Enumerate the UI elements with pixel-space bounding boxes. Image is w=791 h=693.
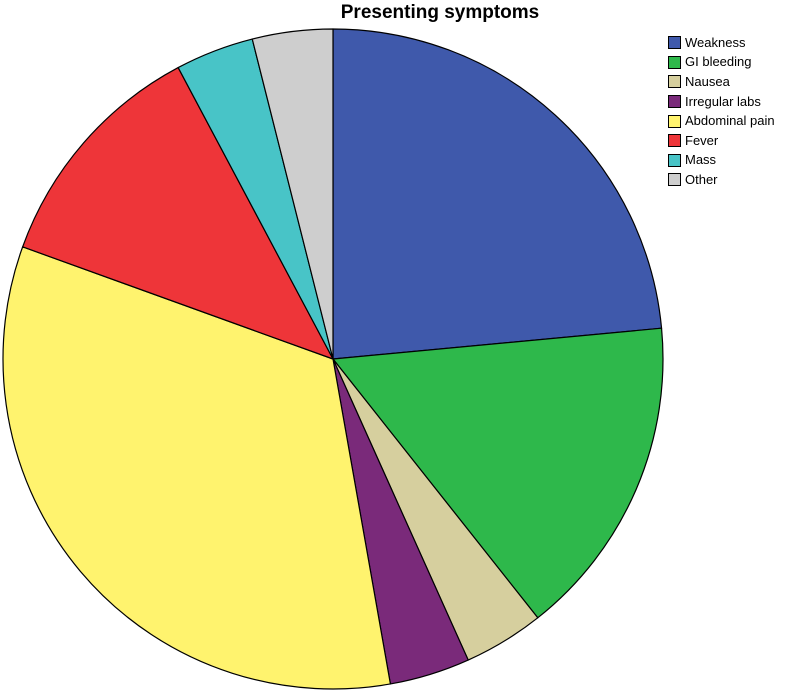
legend-item-nausea: Nausea: [668, 72, 775, 92]
pie-slice-other: [251, 28, 334, 360]
legend-swatch: [668, 134, 681, 148]
legend-swatch: [668, 36, 681, 50]
pie-slice-abdominal-pain: [2, 246, 392, 690]
legend-swatch: [668, 75, 681, 89]
legend-swatch: [668, 95, 681, 109]
chart-title: Presenting symptoms: [340, 2, 540, 23]
legend-item-irregular-labs: Irregular labs: [668, 92, 775, 112]
legend-label: Mass: [685, 152, 717, 168]
legend-swatch: [668, 55, 681, 69]
legend-label: Weakness: [685, 34, 746, 50]
legend-label: Abdominal pain: [685, 113, 775, 129]
pie-slice-weakness: [332, 28, 663, 360]
legend-item-gi-bleeding: GI bleeding: [668, 53, 775, 73]
pie-slice-gi-bleeding: [332, 327, 664, 619]
legend-swatch: [668, 114, 681, 128]
legend-swatch: [668, 153, 681, 167]
pie-slice-fever: [22, 66, 334, 360]
legend-item-fever: Fever: [668, 131, 775, 151]
legend-label: Nausea: [685, 73, 730, 89]
legend-item-abdominal-pain: Abdominal pain: [668, 111, 775, 131]
legend-label: Other: [685, 171, 718, 187]
legend-label: Fever: [685, 132, 719, 148]
legend-label: Irregular labs: [685, 93, 761, 109]
legend-swatch: [668, 173, 681, 187]
legend-item-weakness: Weakness: [668, 33, 775, 53]
pie-slices: [2, 28, 664, 690]
legend-item-mass: Mass: [668, 151, 775, 171]
legend-item-other: Other: [668, 170, 775, 190]
legend: Weakness GI bleeding Nausea Irregular labs A…: [668, 33, 775, 190]
legend-label: GI bleeding: [685, 54, 752, 70]
